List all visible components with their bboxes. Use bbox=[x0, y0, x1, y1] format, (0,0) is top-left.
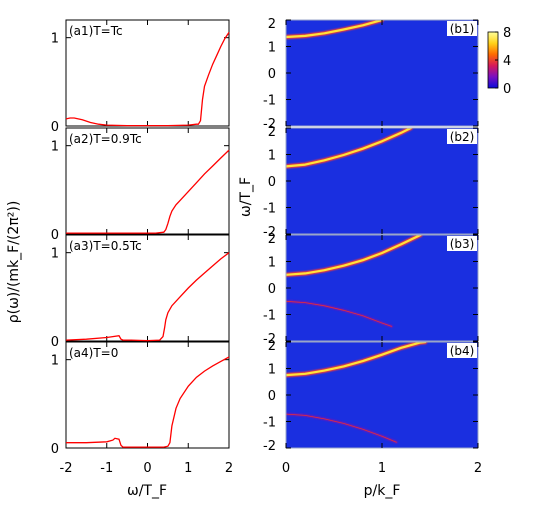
dos-series-line bbox=[66, 149, 230, 234]
colorbar-tick-label: 4 bbox=[503, 54, 511, 69]
dos-panel-label: (a4)T=0 bbox=[69, 346, 118, 360]
dos-series-line bbox=[65, 32, 230, 127]
y-tick-label: 0 bbox=[268, 67, 276, 82]
heatmap-label-box bbox=[447, 343, 477, 358]
x-tick-label: 1 bbox=[378, 461, 386, 476]
right-y-axis-title: ω/T_F bbox=[238, 177, 254, 217]
y-tick-label: -2 bbox=[263, 439, 276, 454]
colorbar: 8 4 0 bbox=[487, 26, 511, 97]
y-tick-label: 2 bbox=[268, 339, 276, 354]
x-tick-label: -1 bbox=[100, 461, 113, 476]
x-tick-label: -2 bbox=[60, 461, 73, 476]
dos-panel-3: 0 1 (a3)T=0.5Tc bbox=[51, 234, 230, 350]
dos-panel-frame bbox=[65, 127, 230, 235]
y-tick-label: -1 bbox=[263, 309, 276, 324]
x-tick-label: 2 bbox=[474, 461, 482, 476]
heatmap-panel-3: -2 -1 0 1 2 (b3) bbox=[263, 232, 479, 347]
dos-panel-frame bbox=[65, 234, 230, 342]
heatmap-panel-1: -2 -1 0 1 2 (b1) bbox=[263, 17, 479, 132]
y-tick-label: -1 bbox=[263, 94, 276, 109]
upper-branch bbox=[286, 128, 412, 168]
heatmap-background bbox=[286, 128, 478, 234]
y-tick-label: 1 bbox=[51, 140, 59, 155]
y-tick-label: 1 bbox=[268, 41, 276, 56]
spectral-heatmap: -2 -1 0 1 2 (b1) -2 -1 0 1 2 (b2) -2 -1 0 1 2 (b3) -2 -1 0 1 2… bbox=[263, 17, 482, 476]
y-tick-label: -2 bbox=[263, 225, 276, 240]
heatmap-panel-label: (b2) bbox=[450, 130, 475, 144]
colorbar-tick-label: 0 bbox=[503, 82, 511, 97]
y-tick-label: -2 bbox=[263, 332, 276, 347]
heatmap-background bbox=[286, 342, 478, 448]
y-tick-label: 2 bbox=[268, 125, 276, 140]
y-tick-label: 0 bbox=[268, 282, 276, 297]
dos-panel-label: (a1)T=Tc bbox=[69, 24, 123, 38]
y-tick-label: -1 bbox=[263, 416, 276, 431]
heatmap-panel-label: (b1) bbox=[450, 22, 475, 36]
heatmap-panel-label: (b3) bbox=[450, 237, 475, 251]
y-tick-label: 1 bbox=[51, 354, 59, 369]
left-x-axis-title: ω/T_F bbox=[127, 483, 167, 499]
colorbar-tick-label: 8 bbox=[503, 26, 511, 41]
right-x-axis-title: p/k_F bbox=[364, 483, 401, 499]
heatmap-panel-label: (b4) bbox=[450, 344, 475, 358]
upper-branch bbox=[286, 235, 422, 276]
heatmap-panel-2: -2 -1 0 1 2 (b2) bbox=[263, 125, 479, 240]
heatmap-background bbox=[286, 20, 478, 126]
y-tick-label: 1 bbox=[268, 363, 276, 378]
y-tick-label: -2 bbox=[263, 117, 276, 132]
x-tick-label: 1 bbox=[184, 461, 192, 476]
dos-panel-label: (a3)T=0.5Tc bbox=[69, 239, 142, 253]
axis-titles: ω/T_F ρ(ω)/(mk_F/(2π²)) p/k_F ω/T_F bbox=[6, 177, 400, 499]
dos-series-line bbox=[66, 356, 230, 448]
lower-branch bbox=[286, 300, 393, 327]
y-tick-label: 0 bbox=[51, 335, 59, 350]
heatmap-label-box bbox=[447, 236, 477, 251]
x-tick-label: 2 bbox=[225, 461, 233, 476]
dos-panel-4: 0 1 (a4)T=0 bbox=[51, 341, 230, 457]
y-tick-label: 1 bbox=[268, 149, 276, 164]
x-tick-label: 0 bbox=[282, 461, 290, 476]
heatmap-panel-4: -2 -1 0 1 2 (b4) bbox=[263, 339, 479, 454]
left-y-axis-title: ρ(ω)/(mk_F/(2π²)) bbox=[6, 201, 22, 324]
y-tick-label: 0 bbox=[268, 175, 276, 190]
y-tick-label: 0 bbox=[268, 389, 276, 404]
upper-branch bbox=[286, 342, 427, 377]
upper-branch bbox=[286, 20, 384, 39]
dos-panel-label: (a2)T=0.9Tc bbox=[69, 132, 142, 146]
lower-branch bbox=[286, 413, 397, 443]
y-tick-label: 0 bbox=[51, 120, 59, 135]
dos-panel-1: 0 1 (a1)T=Tc bbox=[51, 19, 230, 135]
y-tick-label: 1 bbox=[51, 247, 59, 262]
y-tick-label: 0 bbox=[51, 228, 59, 243]
x-tick-label: 0 bbox=[143, 461, 151, 476]
dos-panel-2: 0 1 (a2)T=0.9Tc bbox=[51, 127, 230, 243]
y-tick-label: 1 bbox=[268, 256, 276, 271]
dos-chart: 0 1 (a1)T=Tc 0 1 (a2)T=0.9Tc 0 1 (a3)T=0.5Tc 0 1 (a… bbox=[51, 19, 233, 476]
y-tick-label: 0 bbox=[51, 442, 59, 457]
y-tick-label: 1 bbox=[51, 32, 59, 47]
heatmap-label-box bbox=[447, 21, 477, 36]
heatmap-label-box bbox=[447, 129, 477, 144]
y-tick-label: -1 bbox=[263, 202, 276, 217]
dos-series-line bbox=[65, 252, 230, 342]
dos-panel-frame bbox=[65, 341, 230, 449]
y-tick-label: 2 bbox=[268, 17, 276, 32]
y-tick-label: 2 bbox=[268, 232, 276, 247]
